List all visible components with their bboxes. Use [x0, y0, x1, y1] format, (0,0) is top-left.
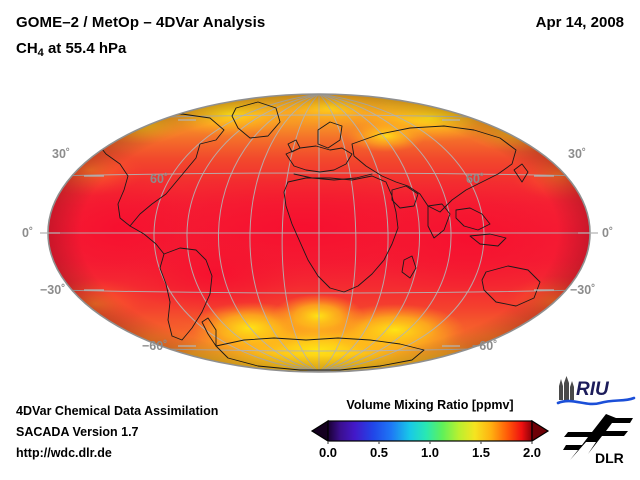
lat-label-right-30: 30˚: [568, 147, 587, 161]
colorbar-tick-4: 2.0: [522, 445, 542, 460]
dlr-mark-icon: [563, 414, 633, 460]
colorbar-low-cap-icon: [310, 419, 329, 443]
footer-line-version: SACADA Version 1.7: [16, 425, 139, 439]
mollweide-map[interactable]: [0, 78, 640, 388]
pressure-level-label: at 55.4 hPa: [43, 40, 127, 57]
lat-label-right-60: 60˚: [466, 172, 485, 186]
colorbar-title: Volume Mixing Ratio [ppmv]: [346, 398, 514, 412]
colorbar-high-cap-icon: [531, 419, 550, 443]
dlr-logo[interactable]: DLR: [562, 412, 636, 466]
lat-label-right-m60: −60˚: [472, 339, 498, 353]
lat-label-left-0: 0˚: [22, 226, 34, 240]
lat-label-left-m30: −30˚: [40, 283, 66, 297]
riu-logo[interactable]: RIU: [556, 374, 636, 408]
lat-label-left-30: 30˚: [52, 147, 71, 161]
colorbar-tick-0: 0.0: [318, 445, 338, 460]
colorbar-gradient: [327, 420, 533, 442]
dlr-wordmark: DLR: [595, 450, 624, 466]
page-subtitle: CH4 at 55.4 hPa: [16, 40, 126, 59]
map-data-layer: [48, 94, 590, 372]
lat-label-left-m60: −60˚: [142, 339, 168, 353]
footer-text: 4DVar Chemical Data Assimilation SACADA …: [16, 401, 218, 464]
lat-label-left-60: 60˚: [150, 172, 169, 186]
colorbar-tick-2: 1.0: [420, 445, 440, 460]
colorbar-tick-3: 1.5: [471, 445, 491, 460]
lat-label-right-m30: −30˚: [570, 283, 596, 297]
analysis-date: Apr 14, 2008: [535, 14, 624, 31]
species-label: CH: [16, 40, 38, 57]
colorbar-tick-1: 0.5: [369, 445, 389, 460]
colorbar-ticks: [327, 441, 533, 444]
riu-wave-icon: [556, 396, 636, 406]
footer-line-url[interactable]: http://wdc.dlr.de: [16, 446, 112, 460]
colorbar-tick-labels: 0.0 0.5 1.0 1.5 2.0: [310, 445, 550, 465]
footer-line-project: 4DVar Chemical Data Assimilation: [16, 404, 219, 418]
species-subscript: 4: [37, 47, 44, 59]
page-title: GOME–2 / MetOp – 4DVar Analysis: [16, 14, 266, 31]
colorbar-ramp[interactable]: [310, 418, 550, 444]
riu-wordmark: RIU: [576, 379, 610, 400]
latitude-tick-marks: [40, 119, 598, 347]
lat-label-right-0: 0˚: [602, 226, 614, 240]
colorbar: Volume Mixing Ratio [ppmv]: [310, 398, 550, 470]
map-panel: 60˚ 30˚ 0˚ −30˚ −60˚ 60˚ 30˚ 0˚ −30˚ −60…: [0, 78, 640, 388]
riu-spires-icon: [559, 376, 574, 400]
